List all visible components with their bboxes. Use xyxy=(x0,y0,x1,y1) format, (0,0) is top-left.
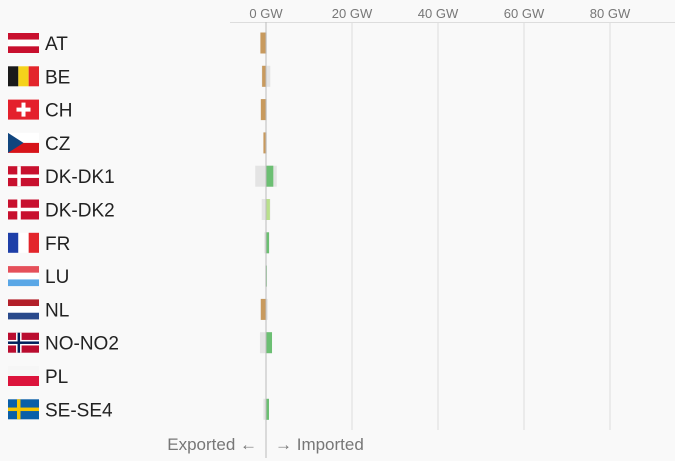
import-bar xyxy=(266,232,270,254)
flag-cz-icon xyxy=(8,132,39,153)
imported-label: → Imported xyxy=(275,435,364,454)
zone-row-lu: LU xyxy=(8,266,69,288)
export-bar xyxy=(262,65,266,87)
export-bar xyxy=(260,298,266,320)
x-tick-label: 0 GW xyxy=(249,6,283,21)
x-tick-label: 80 GW xyxy=(590,6,631,21)
import-bar xyxy=(266,332,273,354)
zone-label: CZ xyxy=(45,134,71,155)
flag-fr-icon xyxy=(8,232,39,253)
x-axis-ticks: 0 GW 20 GW 40 GW 60 GW 80 GW xyxy=(249,6,631,21)
export-bar xyxy=(263,132,266,154)
zone-label: BE xyxy=(45,67,70,88)
zone-label: CH xyxy=(45,101,72,122)
zone-row-at: AT xyxy=(8,33,68,55)
zone-row-be: BE xyxy=(8,66,70,88)
zone-row-fr: FR xyxy=(8,232,70,255)
flag-dk-icon xyxy=(8,199,39,220)
grid-lines xyxy=(230,22,675,430)
flag-nl-icon xyxy=(8,299,39,320)
flag-be-icon xyxy=(8,66,39,87)
zone-rows: AT BE CH CZ DK-DK1 DK-DK2 FR LU NL NO-NO2 PL SE-SE4 xyxy=(8,33,119,421)
import-bar xyxy=(266,165,274,187)
zone-row-nl: NL xyxy=(8,299,69,321)
export-bar xyxy=(260,32,266,54)
zone-label: LU xyxy=(45,267,69,288)
flow-bars xyxy=(260,32,274,420)
import-bar xyxy=(266,199,270,220)
x-tick-label: 60 GW xyxy=(504,6,545,21)
zone-row-se-se4: SE-SE4 xyxy=(8,399,113,421)
flag-no-icon xyxy=(8,332,39,353)
zone-label: PL xyxy=(45,367,68,388)
zone-label: NO-NO2 xyxy=(45,334,119,355)
zone-label: NL xyxy=(45,300,69,321)
zone-row-no-no2: NO-NO2 xyxy=(8,332,119,355)
zone-label: AT xyxy=(45,34,68,55)
zone-row-dk-dk2: DK-DK2 xyxy=(8,199,115,222)
flag-lu-icon xyxy=(8,266,39,287)
x-tick-label: 20 GW xyxy=(332,6,373,21)
flag-se-icon xyxy=(8,399,39,420)
zone-row-pl: PL xyxy=(8,366,68,388)
flag-at-icon xyxy=(8,33,39,53)
zone-label: DK-DK2 xyxy=(45,201,115,222)
import-bar xyxy=(266,398,270,420)
zone-row-cz: CZ xyxy=(8,132,71,155)
flag-ch-icon xyxy=(8,99,39,120)
zone-label: FR xyxy=(45,234,70,255)
exported-label: Exported ← xyxy=(167,435,257,454)
zone-label: DK-DK1 xyxy=(45,167,115,188)
zone-label: SE-SE4 xyxy=(45,400,113,421)
export-bar xyxy=(260,99,266,121)
flow-direction-legend: Exported ← → Imported xyxy=(167,435,364,454)
x-tick-label: 40 GW xyxy=(418,6,459,21)
flag-dk-icon xyxy=(8,166,39,187)
zone-row-dk-dk1: DK-DK1 xyxy=(8,166,115,188)
flag-pl-icon xyxy=(8,366,39,386)
zone-row-ch: CH xyxy=(8,99,72,122)
